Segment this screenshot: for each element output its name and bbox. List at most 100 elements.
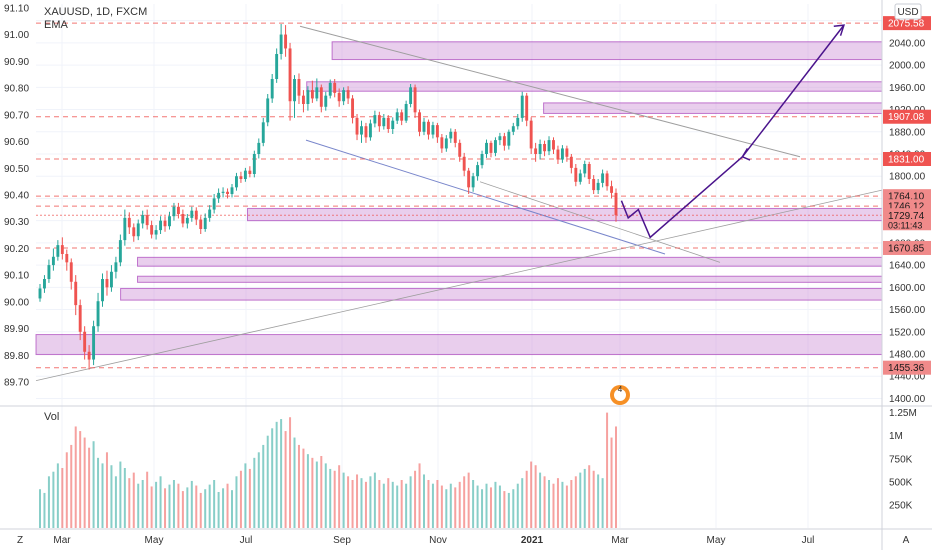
volume-bar: [476, 485, 479, 528]
price-level-tag: [883, 360, 931, 375]
candle-body: [440, 137, 444, 149]
candle-body: [583, 164, 587, 174]
candle: [141, 210, 145, 229]
candle-body: [69, 262, 73, 282]
support-resistance-zones: [35, 41, 883, 356]
time-tick-label: Jul: [802, 535, 815, 546]
candle-body: [181, 214, 185, 224]
price-tick-label: 1400.00: [889, 394, 926, 405]
candle-body: [288, 48, 292, 102]
price-tick-label: 1600.00: [889, 283, 926, 294]
volume-bar: [97, 457, 100, 528]
volume-bar: [253, 457, 256, 528]
volume-bar: [396, 485, 399, 528]
left-tick-label: 90.90: [4, 57, 29, 68]
volume-bar: [556, 478, 559, 528]
volume-bar: [297, 444, 300, 528]
right-axis-background[interactable]: [882, 0, 932, 550]
candle: [449, 128, 453, 143]
volume-bar: [280, 419, 283, 528]
short-channel-line: [479, 181, 721, 263]
candle-body: [498, 136, 502, 141]
volume-bar: [155, 481, 158, 528]
volume-bar: [329, 468, 332, 528]
candle-body: [458, 142, 462, 157]
volume-bar: [92, 441, 95, 528]
time-tick-label: Jul: [240, 535, 253, 546]
time-tick-label: Mar: [611, 535, 629, 546]
candle-body: [337, 92, 341, 102]
volume-indicator-label[interactable]: Vol: [44, 411, 59, 423]
price-pane[interactable]: [36, 4, 882, 404]
candle-body: [208, 209, 212, 218]
left-axis: 91.10 91.00 90.90 90.80 90.70 90.60 90.50 90.40…: [4, 4, 29, 389]
candle-body: [150, 225, 154, 235]
candle: [538, 139, 542, 160]
candle: [418, 109, 421, 137]
volume-bar: [88, 447, 91, 528]
zoom-toggle-button[interactable]: Z: [17, 535, 23, 546]
candle-body: [377, 115, 381, 127]
candle-body: [578, 173, 582, 182]
candle: [337, 88, 341, 107]
candle-body: [65, 254, 69, 263]
candle-body: [123, 217, 127, 241]
candle: [444, 135, 448, 152]
volume-bar: [204, 489, 207, 528]
candle: [118, 234, 122, 267]
candle-body: [435, 125, 439, 138]
candle: [159, 216, 163, 234]
candle-body: [172, 206, 176, 217]
candle-body: [342, 90, 346, 102]
volume-bar: [132, 472, 135, 528]
candle-body: [364, 126, 368, 138]
ema-indicator-label[interactable]: EMA: [44, 19, 69, 31]
volume-bar: [387, 478, 390, 528]
volume-bar: [378, 480, 381, 528]
candle: [92, 320, 96, 366]
volume-bar: [405, 483, 408, 528]
currency-button[interactable]: [894, 3, 922, 20]
candle: [427, 119, 430, 140]
volume-tick-label: 1M: [889, 431, 903, 442]
candle-body: [351, 98, 355, 118]
volume-bar: [525, 470, 528, 528]
candle: [587, 161, 591, 184]
volume-bar: [248, 468, 251, 528]
volume-bar: [592, 470, 595, 528]
volume-bar: [222, 488, 225, 528]
volume-bar: [177, 483, 180, 528]
price-tick-label: 1520.00: [889, 327, 926, 338]
volume-bar: [445, 489, 448, 528]
volume-bar: [146, 471, 149, 528]
volume-bar: [271, 428, 274, 528]
volume-bar: [39, 489, 41, 528]
volume-tick-label: 1.25M: [889, 408, 917, 419]
auto-scale-button[interactable]: A: [903, 535, 910, 546]
candle: [377, 111, 381, 132]
candle-body: [154, 230, 158, 235]
volume-bar: [52, 471, 55, 528]
price-tick-label: 1560.00: [889, 305, 926, 316]
candle: [74, 275, 78, 316]
volume-tick-label: 250K: [889, 500, 913, 511]
candle: [435, 122, 439, 143]
volume-bar: [284, 431, 287, 528]
candle: [168, 211, 171, 230]
economic-event-badge[interactable]: 4: [610, 385, 630, 405]
volume-bar: [190, 480, 193, 528]
time-axis[interactable]: Mar May Jul Sep Nov 2021 Mar May Jul: [53, 535, 814, 546]
candle: [511, 122, 515, 136]
upper-trend-line: [299, 25, 801, 158]
candle-body: [569, 156, 573, 168]
candle-body: [145, 215, 149, 226]
price-level-tag-label: 1831.00: [888, 155, 925, 166]
candle: [319, 84, 323, 113]
volume-bar: [83, 437, 86, 528]
volume-bar: [481, 489, 484, 528]
event-badge-count: 4: [618, 385, 623, 394]
candle-body: [127, 217, 131, 228]
volume-bar: [543, 476, 546, 528]
volume-bar: [489, 487, 492, 528]
